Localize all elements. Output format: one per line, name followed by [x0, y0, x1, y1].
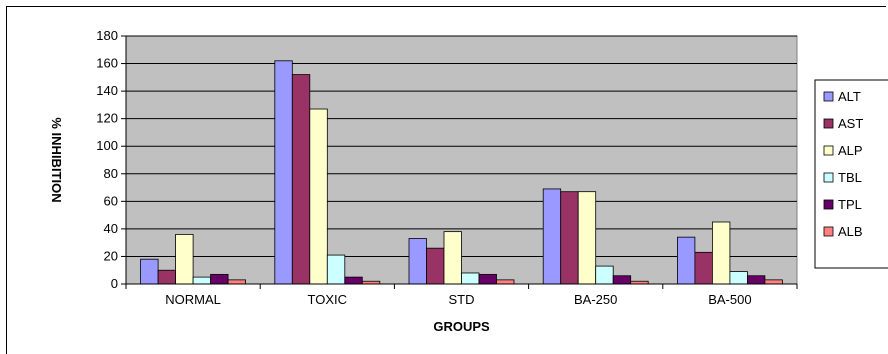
- y-tick-label: 120: [96, 111, 118, 126]
- x-axis-title: GROUPS: [433, 319, 490, 334]
- legend-label-alp: ALP: [838, 143, 863, 158]
- bar-ast-normal: [157, 269, 177, 285]
- bar-tpl-ba-250: [612, 275, 632, 285]
- legend-swatch-alp: [823, 145, 834, 156]
- x-tick-label: NORMAL: [165, 292, 221, 307]
- bar-tpl-std: [478, 273, 497, 285]
- x-tick-label: BA-500: [708, 292, 751, 307]
- bar-ast-toxic: [291, 74, 311, 285]
- bar-alb-std: [496, 279, 515, 285]
- axes: [121, 35, 798, 289]
- y-tick-label: 100: [96, 138, 118, 153]
- y-tick-label: 140: [96, 83, 118, 98]
- bar-alt-ba-500: [677, 236, 696, 285]
- y-tick-label: 180: [96, 28, 118, 43]
- bar-tpl-toxic: [344, 276, 363, 285]
- bar-alp-ba-500: [712, 221, 731, 285]
- gridlines: [126, 35, 797, 257]
- bar-alt-toxic: [274, 60, 293, 285]
- bar-tbl-toxic: [326, 254, 346, 285]
- bar-alb-ba-500: [764, 279, 783, 285]
- y-tick-label: 40: [104, 221, 118, 236]
- bar-alp-ba-250: [577, 191, 597, 285]
- bar-ast-ba-250: [560, 191, 579, 285]
- bar-tbl-normal: [192, 276, 212, 285]
- bar-alp-std: [443, 231, 462, 285]
- bar-alp-normal: [175, 233, 194, 285]
- legend-label-tbl: TBL: [838, 170, 862, 185]
- y-axis-title: % INHIBITION: [49, 117, 64, 202]
- legend-swatch-alt: [823, 91, 834, 102]
- x-tick-labels: NORMAL TOXIC STD BA-250 BA-500: [165, 292, 751, 307]
- bar-tbl-std: [461, 272, 480, 285]
- x-tick-label: BA-250: [574, 292, 617, 307]
- legend-label-ast: AST: [838, 116, 863, 131]
- y-tick-label: 160: [96, 56, 118, 71]
- bar-alt-std: [408, 238, 427, 285]
- legend-label-tpl: TPL: [838, 197, 862, 212]
- y-tick-labels: 0 20 40 60 80 100 120 140 160 180: [96, 28, 118, 291]
- bar-tpl-normal: [210, 273, 229, 285]
- y-tick-label: 60: [104, 193, 118, 208]
- y-tick-label: 0: [111, 276, 118, 291]
- legend-swatch-alb: [823, 226, 834, 237]
- legend-swatch-tpl: [823, 199, 834, 210]
- y-tick-label: 80: [104, 166, 118, 181]
- bar-tbl-ba-500: [729, 271, 748, 285]
- bar-alt-ba-250: [542, 188, 562, 285]
- bar-alb-normal: [227, 279, 247, 285]
- bar-ast-ba-500: [694, 251, 713, 285]
- legend: ALT AST ALP TBL TPL ALB: [814, 79, 888, 269]
- legend-label-alt: ALT: [838, 89, 861, 104]
- x-tick-label: TOXIC: [308, 292, 348, 307]
- bar-tpl-ba-500: [747, 275, 766, 285]
- bar-alt-normal: [140, 258, 159, 285]
- legend-label-alb: ALB: [838, 224, 863, 239]
- bar-ast-std: [426, 247, 445, 285]
- y-tick-label: 20: [104, 248, 118, 263]
- bar-alp-toxic: [309, 108, 328, 285]
- legend-swatch-ast: [823, 118, 834, 129]
- x-tick-label: STD: [449, 292, 475, 307]
- legend-swatch-tbl: [823, 172, 834, 183]
- bar-tbl-ba-250: [595, 265, 614, 285]
